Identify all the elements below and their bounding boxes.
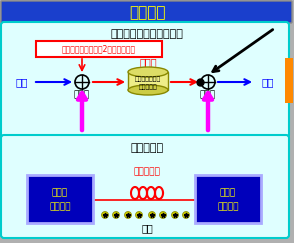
Text: 配送装置: 配送装置 [49,202,71,211]
FancyArrowPatch shape [78,93,86,130]
Bar [285,58,293,103]
Circle shape [101,211,108,218]
Text: 量子鍵: 量子鍵 [220,189,236,198]
Text: 暗号文: 暗号文 [139,57,157,67]
Text: 平文: 平文 [262,77,274,87]
FancyBboxPatch shape [27,175,93,223]
Text: 光ファイバ: 光ファイバ [133,167,161,176]
Circle shape [160,211,166,218]
Text: や携帯電話: や携帯電話 [139,84,157,90]
FancyBboxPatch shape [1,135,289,238]
Text: 秘密鍵: 秘密鍵 [200,90,216,99]
Text: 一度使った秘密鍵は2度と使わない: 一度使った秘密鍵は2度と使わない [62,44,136,53]
Text: ワンタイムパッド暗号化: ワンタイムパッド暗号化 [111,29,183,39]
FancyBboxPatch shape [36,41,162,57]
Ellipse shape [128,85,168,95]
Text: 光子: 光子 [141,223,153,233]
Circle shape [171,211,178,218]
FancyBboxPatch shape [195,175,261,223]
Polygon shape [128,72,168,90]
Circle shape [148,211,156,218]
Text: 量子鍵配送: 量子鍵配送 [131,143,163,153]
FancyArrowPatch shape [204,93,212,130]
Text: インターネット: インターネット [135,76,161,82]
Ellipse shape [128,67,168,77]
Text: 量子暗号: 量子暗号 [129,6,165,20]
Circle shape [113,211,119,218]
Text: 平文: 平文 [16,77,28,87]
Circle shape [183,211,190,218]
Text: 秘密鍵: 秘密鍵 [74,90,90,99]
Text: 量子鍵: 量子鍵 [52,189,68,198]
Text: 配送装置: 配送装置 [217,202,239,211]
Circle shape [124,211,131,218]
Circle shape [136,211,143,218]
FancyBboxPatch shape [1,22,289,138]
FancyBboxPatch shape [1,1,292,23]
